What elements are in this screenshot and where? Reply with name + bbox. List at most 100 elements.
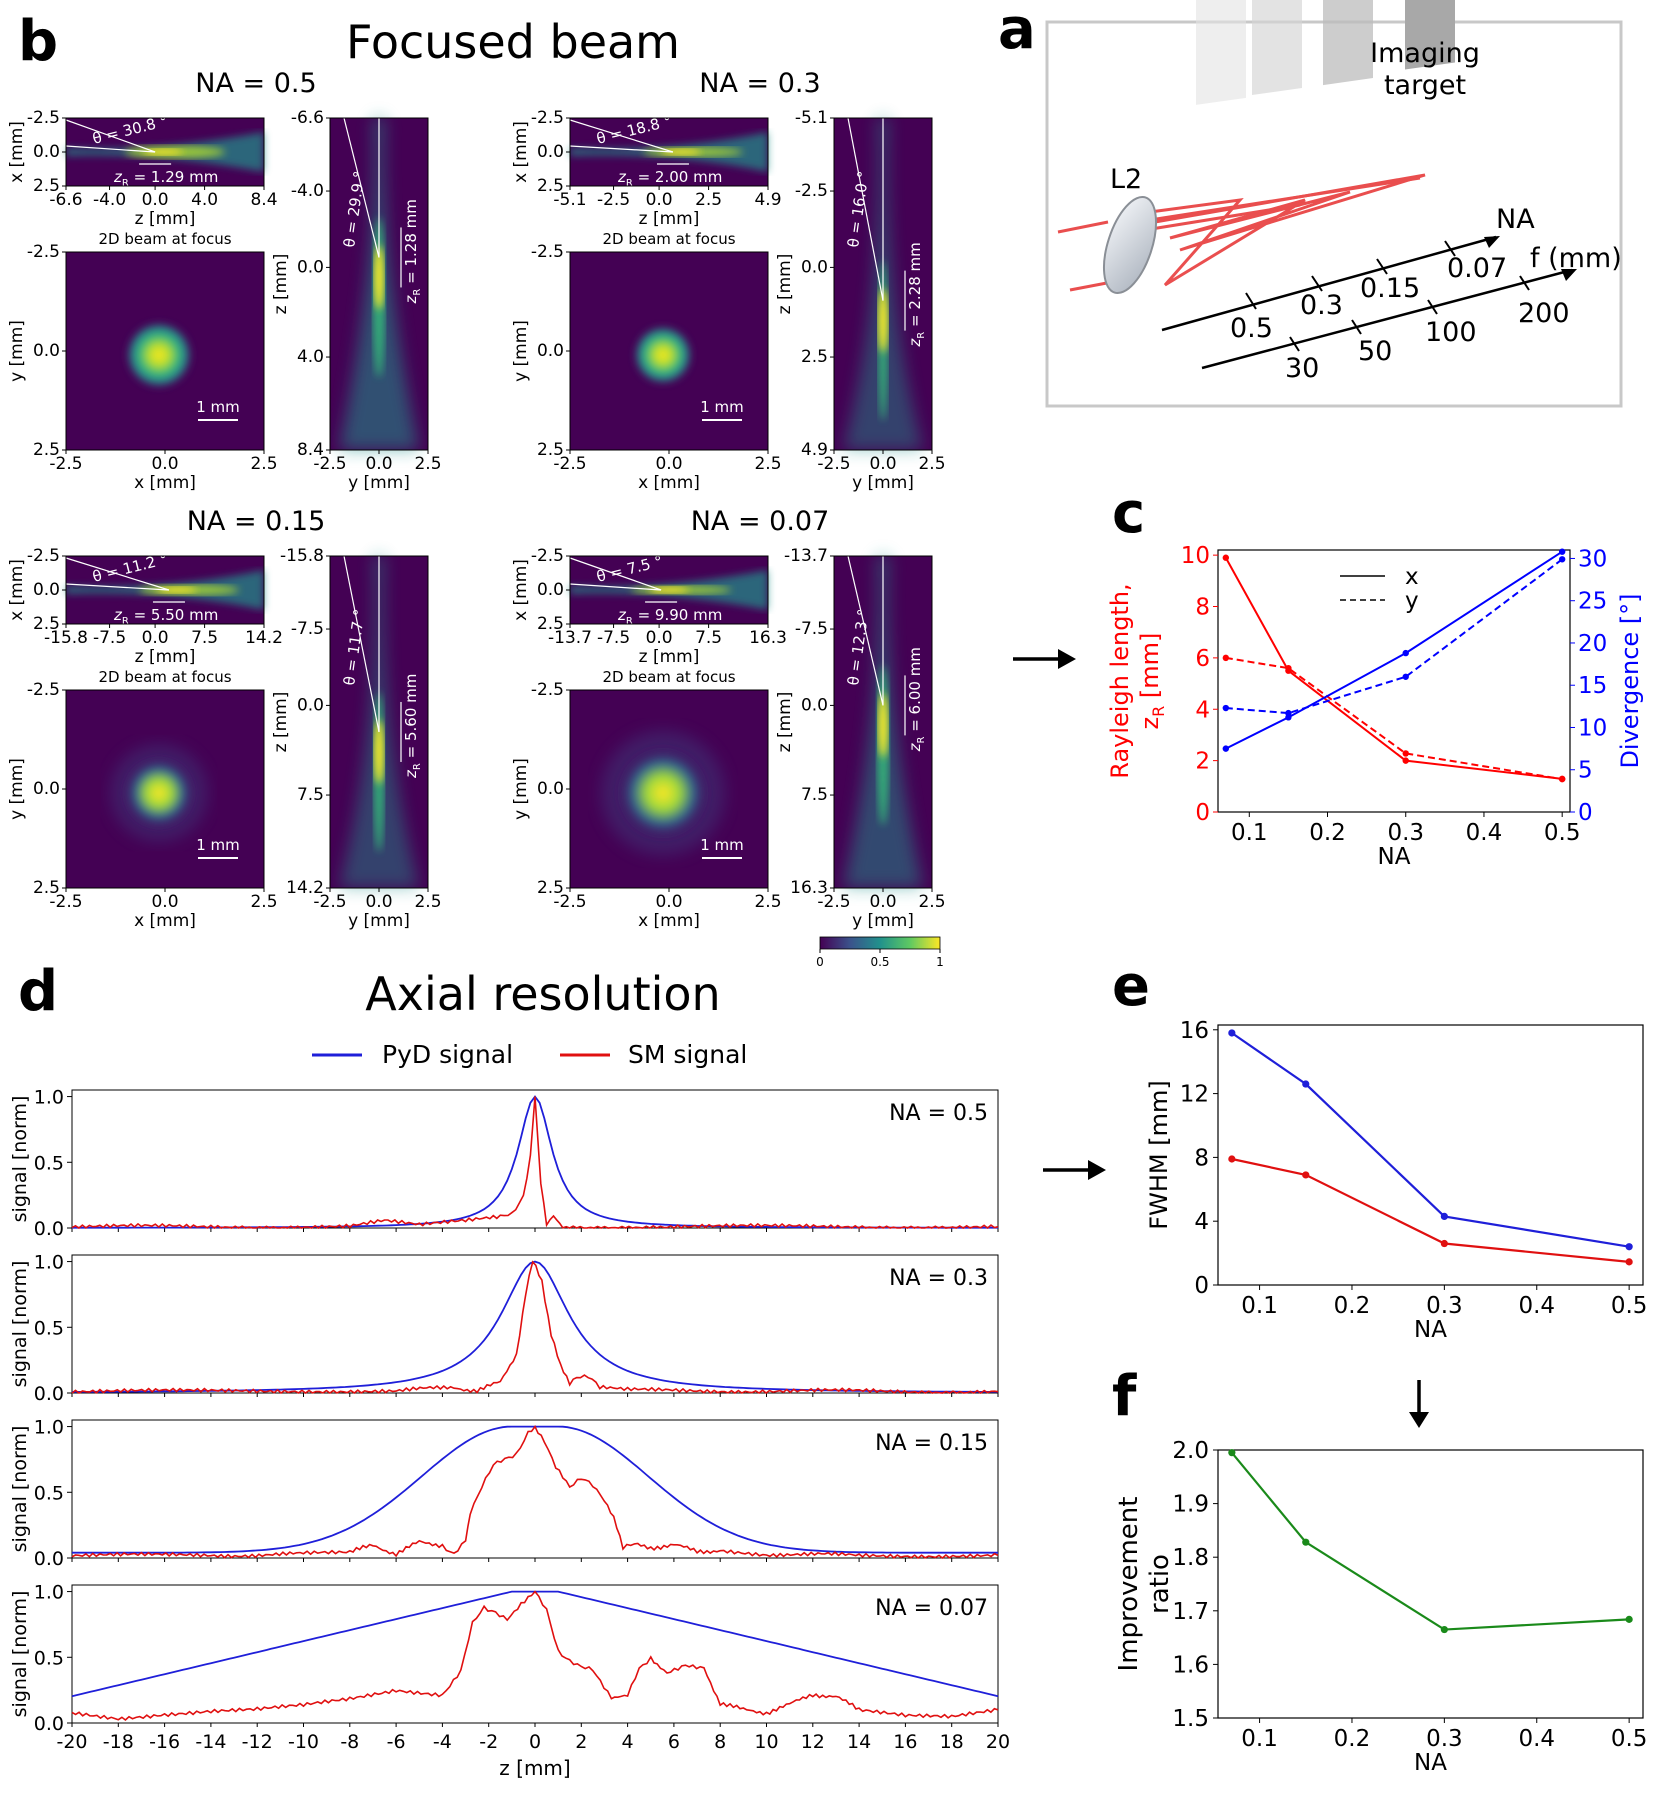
x-tick-label: 0	[529, 1731, 541, 1753]
y-tick-label: 1.6	[1172, 1652, 1209, 1678]
x-tick-label: 0.3	[1426, 1293, 1463, 1319]
y-left-tick-label: 0	[1195, 800, 1210, 826]
top-zr-value: = 5.50 mm	[129, 606, 219, 624]
series-line	[1224, 557, 1563, 780]
series-line	[1225, 550, 1563, 750]
x-axis-label: NA	[1378, 844, 1411, 870]
side-xtick: 0.0	[869, 454, 896, 474]
top-xtick: -7.5	[93, 628, 126, 648]
x-tick-label: 0.2	[1334, 1726, 1371, 1752]
focus-xtick: 2.5	[754, 892, 781, 912]
top-zr-label: zR = 5.50 mm	[113, 606, 218, 627]
data-point	[1285, 709, 1292, 717]
top-ytick: 2.5	[537, 176, 564, 196]
focus-ytick: 2.5	[537, 440, 564, 460]
top-xtick: 7.5	[695, 628, 722, 648]
data-point	[1402, 757, 1409, 764]
top-xtick: 4.0	[191, 190, 218, 210]
data-point	[1402, 673, 1409, 680]
arrow-right-e	[1043, 1160, 1106, 1180]
y-axis-label: signal [norm]	[9, 1591, 31, 1718]
colorbar-gradient	[819, 936, 941, 950]
top-ytick: -2.5	[27, 546, 60, 566]
series-line	[1225, 656, 1563, 781]
side-xtick: -2.5	[817, 454, 850, 474]
plot-frame	[71, 1584, 999, 1724]
focus-xtick: 2.5	[250, 892, 277, 912]
x-tick-label: 6	[668, 1731, 680, 1753]
top-xtick: -7.5	[597, 628, 630, 648]
side-xtick: 2.5	[414, 892, 441, 912]
laser-beams	[1057, 173, 1426, 292]
top-ytick: 0.0	[537, 142, 564, 162]
na-tick-2: 0.3	[1300, 290, 1343, 321]
x-tick-label: 16	[893, 1731, 917, 1753]
colorbar: 0 0.5 1	[816, 936, 944, 969]
side-ylabel: z [mm]	[271, 692, 291, 753]
top-theta-line	[65, 119, 156, 153]
y-tick-label: 0.5	[34, 1482, 64, 1504]
side-xtick: -2.5	[313, 454, 346, 474]
sm-signal-line	[71, 1590, 999, 1722]
side-ytick: 4.0	[297, 347, 324, 367]
y-left-label-2: zR [mm]	[1136, 633, 1168, 730]
focus-xlabel: x [mm]	[134, 911, 196, 931]
focus-ytick: -2.5	[531, 242, 564, 262]
side-xlabel: y [mm]	[348, 473, 410, 493]
legend-sm-label: SM signal	[628, 1040, 747, 1069]
focus-xtick: -2.5	[49, 892, 82, 912]
focus-spot	[633, 325, 693, 385]
top-ytick: 2.5	[537, 614, 564, 634]
top-zr-label: zR = 9.90 mm	[617, 606, 722, 627]
side-zr-symbol: z	[402, 294, 420, 304]
subplot-na-label: NA = 0.3	[889, 1266, 988, 1291]
side-xlabel: y [mm]	[852, 911, 914, 931]
data-point	[1402, 649, 1409, 657]
side-zr-sub: R	[412, 763, 423, 770]
y-left-label-sub: R	[1149, 706, 1168, 717]
data-point	[1625, 1615, 1633, 1623]
y-left-tick-label: 10	[1181, 543, 1210, 569]
side-zr-sub: R	[916, 737, 927, 744]
series-line	[1231, 1032, 1630, 1248]
x-tick-label: 4	[622, 1731, 634, 1753]
focus-title: 2D beam at focus	[602, 230, 735, 248]
side-zr-value: = 1.28 mm	[402, 199, 420, 289]
side-ytick: -5.1	[795, 108, 828, 128]
top-axis-line	[569, 145, 673, 153]
data-point	[1228, 1029, 1236, 1037]
top-xtick: 2.5	[695, 190, 722, 210]
focus-xtick: 0.0	[655, 892, 682, 912]
side-ytick: 0.0	[801, 695, 828, 715]
target-cards	[1196, 0, 1455, 105]
y-tick-label: 0.0	[34, 1383, 64, 1405]
side-theta-line	[343, 117, 380, 258]
data-point	[1440, 1212, 1448, 1221]
y-tick-label: 0	[1194, 1273, 1209, 1299]
x-tick-label: 0.2	[1309, 820, 1346, 846]
data-point	[1302, 1080, 1310, 1088]
f-axis	[1201, 268, 1577, 370]
y-tick-label: 0.0	[34, 1548, 64, 1570]
focus-xtick: -2.5	[49, 454, 82, 474]
focus-title: 2D beam at focus	[602, 668, 735, 686]
y-left-tick-label: 4	[1195, 697, 1210, 723]
panel-c-label: c	[1112, 481, 1145, 546]
arrow-down-f	[1409, 1380, 1429, 1428]
top-ytick: 2.5	[33, 614, 60, 634]
side-ytick: 7.5	[801, 785, 828, 805]
schematic-ticks	[1245, 240, 1530, 352]
panel-f-label: f	[1112, 1364, 1137, 1429]
side-xtick: 2.5	[414, 454, 441, 474]
top-zr-sub: R	[122, 616, 129, 627]
legend-pyd-label: PyD signal	[382, 1040, 513, 1069]
focus-xtick: -2.5	[553, 892, 586, 912]
y-tick-label: 16	[1180, 1018, 1209, 1044]
top-ylabel: x [mm]	[511, 121, 531, 183]
beam-group: NA = 0.5θ = 30.8 °zR = 1.29 mm-2.50.02.5…	[7, 68, 442, 493]
focus-xtick: 0.0	[151, 454, 178, 474]
y-right-tick-label: 25	[1578, 589, 1607, 615]
legend-x-label: x	[1405, 564, 1419, 590]
